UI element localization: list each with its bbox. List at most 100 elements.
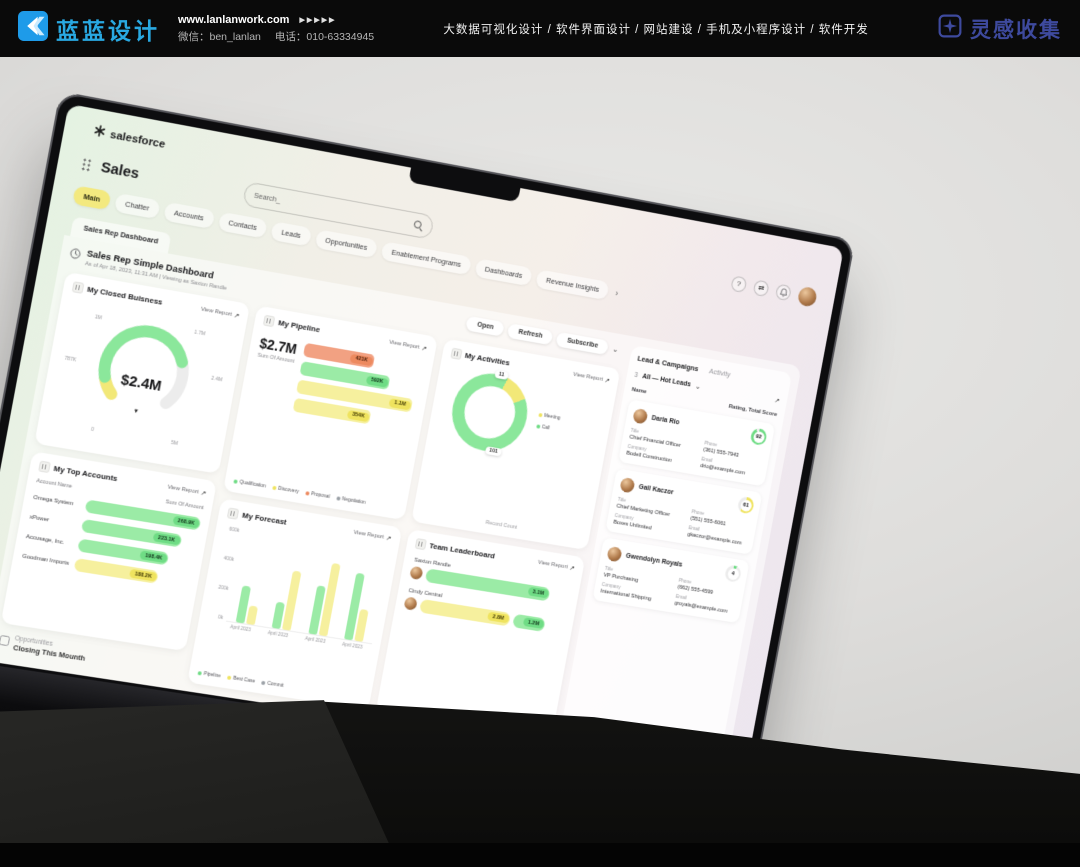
card-my-forecast: My Forecast View Report ↗	[187, 497, 403, 710]
legend-dot	[535, 424, 541, 429]
legend-dot	[272, 485, 277, 490]
bar-best-case	[245, 604, 258, 625]
account-name: Accusage, Inc.	[25, 533, 65, 546]
chevron-down-icon[interactable]: ⌄	[611, 344, 620, 355]
card-my-top-accounts: My Top Accounts View Report ↗ Account Na…	[0, 451, 218, 652]
lead-filter[interactable]: All — Hot Leads	[641, 373, 692, 389]
view-report-link[interactable]: View Report ↗	[200, 305, 240, 320]
tab-leads[interactable]: Leads	[270, 221, 312, 247]
subscribe-button[interactable]: Subscribe	[555, 331, 610, 356]
user-avatar[interactable]	[796, 285, 819, 308]
tab-opportunities[interactable]: Opportunities	[314, 229, 379, 259]
inspiration-icon	[938, 14, 962, 43]
score-ring: 92	[749, 427, 768, 446]
bar-best-case	[282, 570, 302, 631]
legend-label: Best Case	[232, 675, 256, 685]
gauge-tick: 2.4M	[210, 375, 223, 384]
top-banner: 蓝蓝设计 www.lanlanwork.com ▶▶▶▶▶ 微信：ben_lan…	[0, 0, 1080, 57]
y-tick: 400k	[223, 555, 235, 563]
avatar	[408, 565, 424, 581]
table-icon	[38, 460, 51, 474]
account-name: Goodman Imports	[21, 553, 70, 567]
website-link[interactable]: www.lanlanwork.com	[178, 13, 290, 26]
arrow-up-right-icon: ↗	[385, 535, 392, 543]
legend-dot	[197, 671, 203, 676]
y-tick: 600k	[228, 526, 240, 534]
chevron-right-icon[interactable]: ›	[614, 287, 620, 298]
lead-name: Gwendolyn Royals	[625, 552, 683, 569]
view-report-label: View Report	[352, 529, 385, 541]
refresh-button[interactable]: Refresh	[507, 323, 554, 346]
chevron-down-icon[interactable]: ⌄	[694, 381, 702, 392]
tab-main[interactable]: Main	[72, 185, 112, 211]
tab-contacts[interactable]: Contacts	[217, 211, 268, 239]
card-title: My Pipeline	[277, 318, 321, 335]
pipeline-bars: 421K 592K 1.1M 354K	[292, 342, 424, 432]
bell-icon[interactable]	[774, 283, 792, 301]
legend-dot	[335, 495, 341, 501]
tab-chatter[interactable]: Chatter	[113, 192, 161, 220]
value-chip: 592K	[365, 374, 389, 388]
y-tick: 200k	[217, 584, 230, 592]
chart-icon	[263, 314, 276, 328]
avatar	[632, 407, 649, 425]
chart-icon	[450, 347, 463, 360]
expand-icon[interactable]: ↗	[773, 396, 781, 405]
arrow-up-right-icon: ↗	[420, 344, 428, 353]
view-report-link[interactable]: View Report ↗	[537, 559, 575, 573]
tab-lead-campaigns[interactable]: Lead & Campaigns	[636, 353, 700, 374]
value-bar: 1.2M	[511, 613, 546, 632]
view-report-link[interactable]: View Report ↗	[353, 529, 392, 543]
value-chip: 268.9K	[172, 515, 201, 529]
arrow-up-right-icon: ↗	[199, 489, 207, 498]
legend-dot	[227, 675, 232, 681]
lead-count: 3	[633, 371, 639, 380]
card-my-closed-business: My Closed Buisness View Report ↗	[34, 271, 251, 474]
inspiration-collect-label[interactable]: 灵感收集	[970, 18, 1062, 42]
lanlan-logo-icon	[18, 11, 48, 46]
app-launcher-icon[interactable]	[80, 156, 93, 173]
card-title: My Top Accounts	[52, 463, 119, 484]
value-chip: 3.1M	[527, 586, 550, 599]
tab-revenue-insights[interactable]: Revenue Insights	[535, 269, 610, 301]
arrow-up-right-icon: ↗	[603, 376, 611, 385]
legend-label: Meeting	[543, 412, 561, 422]
arrow-up-right-icon: ↗	[568, 564, 576, 573]
view-report-link[interactable]: View Report ↗	[388, 338, 428, 353]
avatar	[403, 596, 418, 611]
column-header-account-name[interactable]: Account Name	[35, 478, 73, 490]
tab-enablement-programs[interactable]: Enablement Programs	[380, 241, 472, 276]
view-report-link[interactable]: View Report ↗	[167, 483, 207, 497]
phone-label: 电话：010-63334945	[274, 30, 375, 43]
column-header-sum-of-amount[interactable]: Sum Of Amount	[165, 499, 204, 512]
value-chip: 421K	[349, 353, 374, 366]
open-button[interactable]: Open	[465, 315, 506, 337]
tab-dashboards[interactable]: Dashboards	[474, 258, 534, 287]
view-report-link[interactable]: View Report ↗	[572, 370, 611, 385]
value-chip: 354K	[346, 409, 371, 422]
arrow-up-right-icon: ↗	[233, 311, 240, 320]
sync-icon[interactable]: ⇄	[752, 279, 770, 297]
page-title: Sales	[99, 158, 141, 183]
column-header-name[interactable]: Name	[631, 387, 647, 396]
donut-value-meeting: 11	[494, 370, 509, 380]
avatar	[619, 476, 636, 494]
gauge-chart: 0 787K 1M 1.7M 2.4M 5M $2.4M ▼	[45, 296, 238, 465]
calendar-icon	[0, 634, 11, 647]
chart-icon	[414, 537, 427, 550]
brand-name: 蓝蓝设计	[56, 17, 160, 44]
legend-dot	[261, 680, 266, 686]
help-icon[interactable]: ?	[730, 274, 748, 293]
legend-label: Proposal	[310, 490, 331, 500]
value-chip: 1.1M	[388, 397, 412, 410]
tab-accounts[interactable]: Accounts	[162, 201, 215, 230]
activities-legend: Meeting Call	[535, 412, 561, 433]
card-title: My Forecast	[241, 510, 288, 527]
x-tick: April 2023	[229, 624, 252, 633]
wechat-label: 微信：ben_lanlan	[178, 30, 261, 43]
inspiration-collect[interactable]: 灵感收集	[938, 14, 1062, 44]
tab-activity[interactable]: Activity	[708, 366, 732, 379]
column-header-rating[interactable]: Rating, Total Score	[728, 403, 778, 419]
services-list: 大数据可视化设计 / 软件界面设计 / 网站建设 / 手机及小程序设计 / 软件…	[443, 23, 869, 36]
